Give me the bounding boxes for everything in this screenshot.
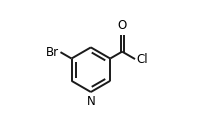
Text: O: O — [117, 19, 127, 33]
Text: Cl: Cl — [136, 53, 148, 66]
Text: Br: Br — [46, 46, 59, 59]
Text: N: N — [87, 95, 95, 108]
